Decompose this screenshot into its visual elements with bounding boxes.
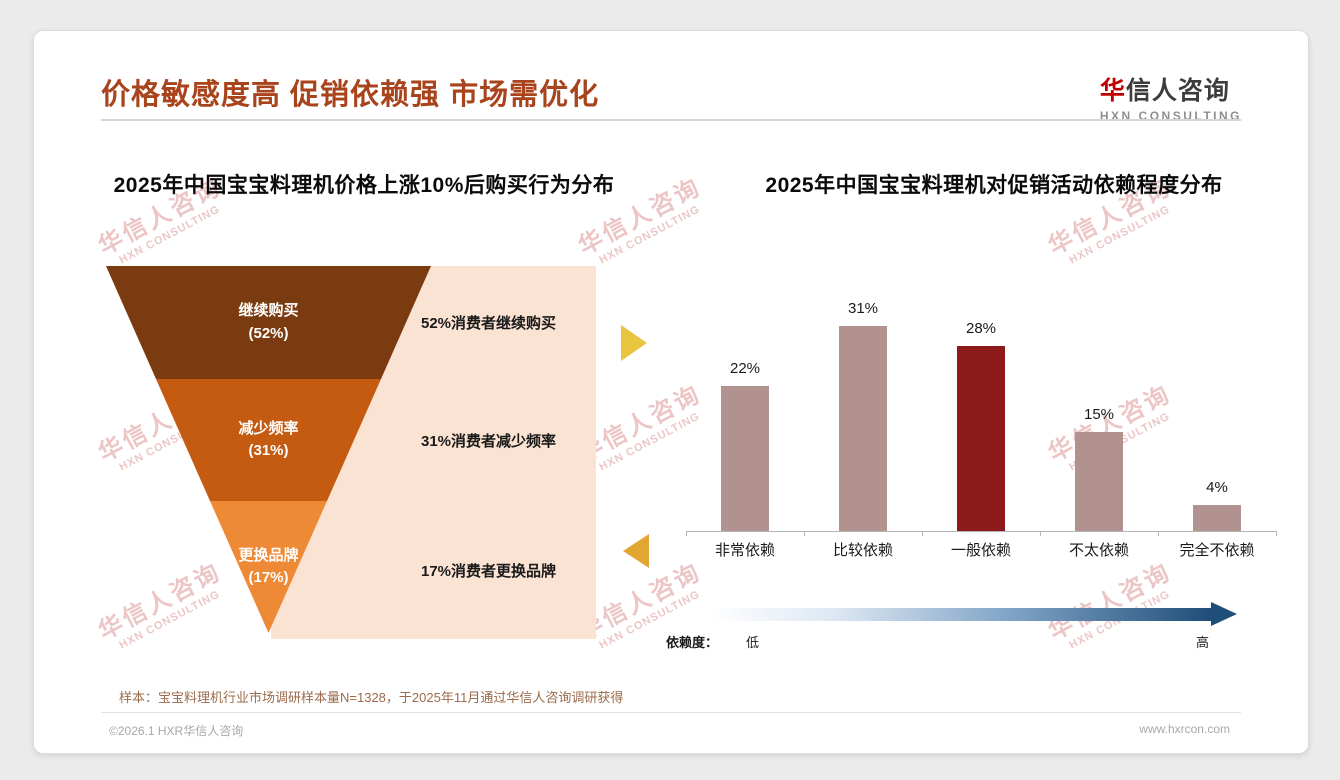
bar-非常依赖 bbox=[721, 386, 769, 531]
funnel-segment-pct: (17%) bbox=[248, 569, 289, 586]
footer-copyright: ©2026.1 HXR华信人咨询 bbox=[109, 724, 244, 738]
bar-category-label: 不太依赖 bbox=[1068, 542, 1129, 559]
bar-完全不依赖 bbox=[1193, 505, 1241, 531]
connector-arrow-right-icon bbox=[621, 325, 647, 361]
bar-value-label: 4% bbox=[1206, 479, 1228, 496]
logo-zh-first: 华 bbox=[1099, 77, 1126, 105]
funnel-segment-label: 减少频率 (31%) bbox=[141, 379, 396, 501]
funnel-chart-title: 2025年中国宝宝料理机价格上涨10%后购买行为分布 bbox=[113, 174, 615, 197]
x-axis-tick bbox=[1276, 531, 1277, 536]
funnel-segment-name: 减少频率 bbox=[238, 419, 299, 437]
funnel-segment-label: 继续购买 (52%) bbox=[141, 266, 396, 379]
funnel-desc-row: 31%消费者减少频率 bbox=[271, 379, 596, 501]
x-axis-tick bbox=[1158, 531, 1159, 536]
bar-一般依赖 bbox=[957, 346, 1005, 531]
x-axis-tick bbox=[804, 531, 805, 536]
bar-比较依赖 bbox=[839, 326, 887, 531]
funnel-desc-text: 31%消费者减少频率 bbox=[420, 432, 557, 450]
funnel-segment-pct: (52%) bbox=[248, 324, 289, 342]
x-axis bbox=[686, 531, 1276, 532]
bar-category-label: 一般依赖 bbox=[950, 542, 1011, 559]
dependence-axis-high: 高 bbox=[1196, 635, 1210, 650]
bar-value-label: 15% bbox=[1083, 406, 1115, 423]
bar-category-label: 完全不依赖 bbox=[1179, 542, 1255, 559]
footer-website: www.hxrcon.com bbox=[1139, 722, 1230, 736]
sample-footnote: 样本：宝宝料理机行业市场调研样本量N=1328，于2025年11月通过华信人咨询… bbox=[119, 690, 624, 705]
bar-value-label: 28% bbox=[965, 320, 997, 337]
dependence-axis-caption: 依赖度： bbox=[666, 635, 719, 650]
slide: 华信人咨询 HXN CONSULTING 华信人咨询 HXN CONSULTING 华信… bbox=[33, 30, 1309, 754]
dependence-axis-low: 低 bbox=[746, 635, 760, 650]
funnel-desc-text: 52%消费者继续购买 bbox=[420, 315, 557, 332]
connector-arrow-left-icon bbox=[623, 534, 649, 568]
x-axis-tick bbox=[1040, 531, 1041, 536]
footer-divider bbox=[101, 712, 1241, 713]
bar-chart-title: 2025年中国宝宝料理机对促销活动依赖程度分布 bbox=[765, 174, 1223, 197]
bar-chart-plot: 22% 非常依赖 31% 比较依赖 28% 一般依赖 15% 不太依赖 4% 完全不依赖 bbox=[34, 31, 1308, 753]
funnel-desc-row: 52%消费者继续购买 bbox=[271, 266, 596, 379]
funnel-desc-row: 17%消费者更换品牌 bbox=[271, 501, 596, 639]
x-axis-tick bbox=[922, 531, 923, 536]
bar-不太依赖 bbox=[1075, 432, 1123, 531]
dependence-gradient-arrow bbox=[711, 608, 1211, 621]
x-axis-tick bbox=[686, 531, 687, 536]
funnel-segment-name: 继续购买 bbox=[238, 302, 299, 319]
bar-category-label: 比较依赖 bbox=[832, 542, 893, 559]
logo-zh: 华信人咨询 bbox=[1100, 71, 1242, 107]
dependence-gradient-arrowhead-icon bbox=[1211, 602, 1237, 626]
logo-zh-rest: 信人咨询 bbox=[1125, 77, 1230, 105]
funnel-segment-label: 更换品牌 (17%) bbox=[141, 501, 396, 633]
funnel-segment-pct: (31%) bbox=[248, 442, 289, 459]
page-title: 价格敏感度高 促销依赖强 市场需优化 bbox=[101, 79, 600, 111]
funnel-desc-text: 17%消费者更换品牌 bbox=[420, 562, 557, 580]
funnel-chart: 继续购买 (52%) 减少频率 (31%) 更换品牌 (17%) bbox=[106, 266, 431, 633]
bar-value-label: 31% bbox=[847, 300, 879, 317]
bar-value-label: 22% bbox=[729, 360, 761, 377]
funnel-segment-name: 更换品牌 bbox=[238, 546, 299, 564]
bar-category-label: 非常依赖 bbox=[714, 542, 775, 559]
funnel-segment bbox=[106, 266, 431, 379]
header-divider bbox=[101, 119, 1241, 121]
